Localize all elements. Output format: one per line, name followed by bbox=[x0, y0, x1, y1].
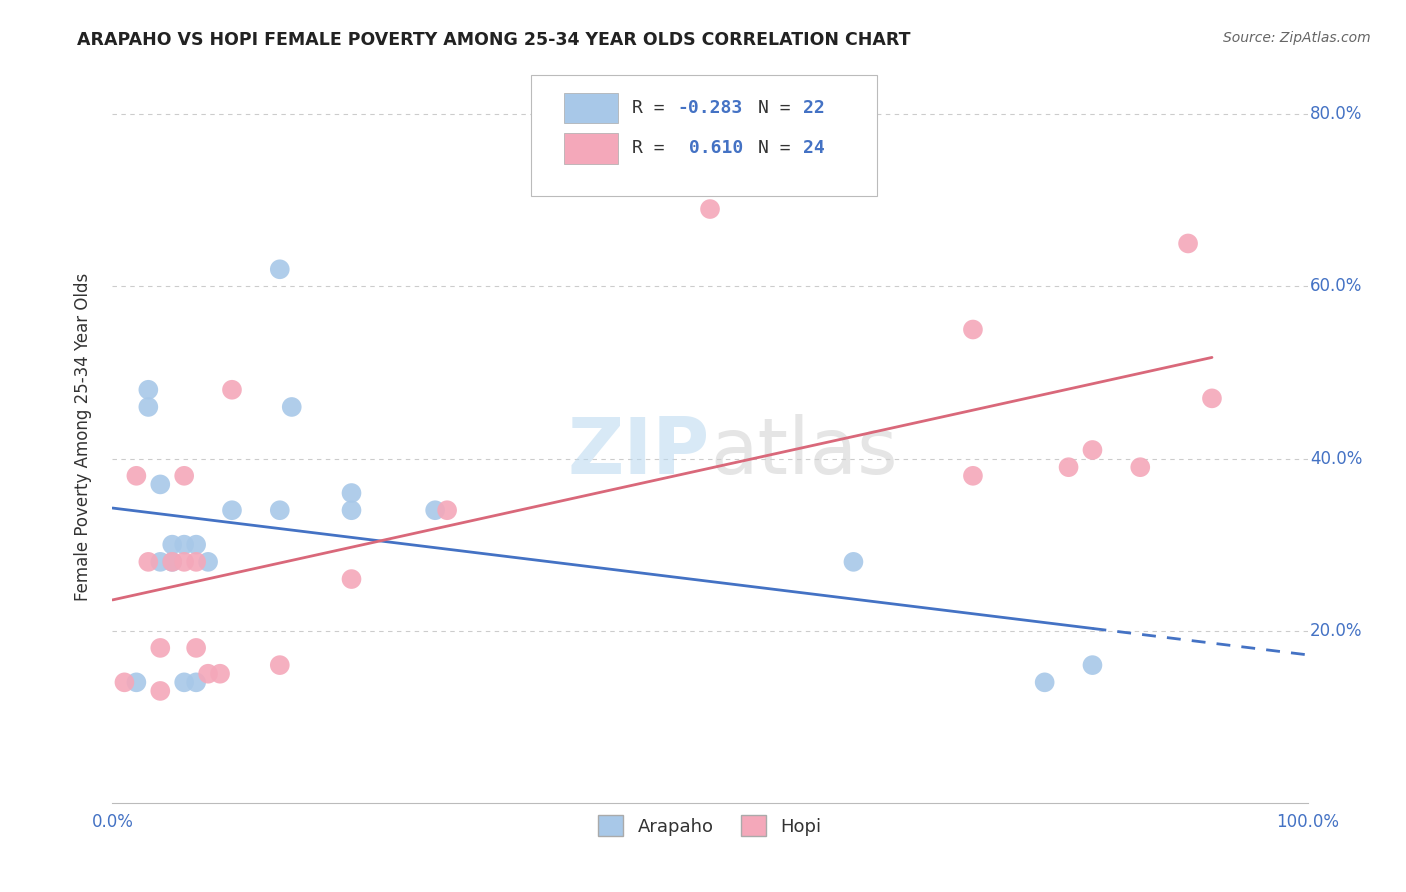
Point bbox=[173, 538, 195, 552]
Point bbox=[138, 400, 160, 414]
Point bbox=[842, 555, 865, 569]
Text: 40.0%: 40.0% bbox=[1310, 450, 1362, 467]
Point bbox=[186, 555, 208, 569]
Text: atlas: atlas bbox=[710, 414, 897, 490]
Point bbox=[962, 468, 984, 483]
Text: ZIP: ZIP bbox=[568, 414, 710, 490]
Point bbox=[149, 640, 172, 655]
Point bbox=[114, 675, 135, 690]
Point bbox=[162, 555, 183, 569]
Point bbox=[269, 262, 291, 277]
Point bbox=[1081, 658, 1104, 673]
Point bbox=[149, 555, 172, 569]
FancyBboxPatch shape bbox=[564, 93, 619, 123]
Y-axis label: Female Poverty Among 25-34 Year Olds: Female Poverty Among 25-34 Year Olds bbox=[73, 273, 91, 601]
Point bbox=[1033, 675, 1056, 690]
Point bbox=[209, 666, 232, 681]
Text: -0.283: -0.283 bbox=[678, 99, 742, 117]
Point bbox=[162, 555, 183, 569]
Legend: Arapaho, Hopi: Arapaho, Hopi bbox=[589, 806, 831, 845]
Point bbox=[186, 675, 208, 690]
Point bbox=[269, 658, 291, 673]
Text: N =: N = bbox=[758, 99, 801, 117]
Text: N =: N = bbox=[758, 139, 801, 157]
Text: ARAPAHO VS HOPI FEMALE POVERTY AMONG 25-34 YEAR OLDS CORRELATION CHART: ARAPAHO VS HOPI FEMALE POVERTY AMONG 25-… bbox=[77, 31, 911, 49]
FancyBboxPatch shape bbox=[531, 75, 877, 195]
Point bbox=[125, 675, 148, 690]
Text: Source: ZipAtlas.com: Source: ZipAtlas.com bbox=[1223, 31, 1371, 45]
Text: 60.0%: 60.0% bbox=[1310, 277, 1362, 295]
Point bbox=[1081, 442, 1104, 457]
Text: 20.0%: 20.0% bbox=[1310, 622, 1362, 640]
Text: 0.610: 0.610 bbox=[678, 139, 742, 157]
Point bbox=[125, 468, 148, 483]
Point bbox=[1177, 236, 1199, 251]
Point bbox=[173, 468, 195, 483]
Point bbox=[149, 477, 172, 491]
Point bbox=[425, 503, 447, 517]
Text: 24: 24 bbox=[803, 139, 825, 157]
Point bbox=[340, 486, 363, 500]
Point bbox=[162, 538, 183, 552]
Point bbox=[1201, 392, 1223, 406]
Point bbox=[340, 503, 363, 517]
Point bbox=[281, 400, 304, 414]
Text: R =: R = bbox=[633, 139, 676, 157]
Point bbox=[186, 538, 208, 552]
Point bbox=[186, 640, 208, 655]
Point bbox=[699, 202, 721, 216]
Point bbox=[138, 555, 160, 569]
Text: R =: R = bbox=[633, 99, 676, 117]
Text: 80.0%: 80.0% bbox=[1310, 105, 1362, 123]
Text: 22: 22 bbox=[803, 99, 825, 117]
Point bbox=[1129, 460, 1152, 475]
Point bbox=[1057, 460, 1080, 475]
Point bbox=[221, 383, 243, 397]
FancyBboxPatch shape bbox=[564, 133, 619, 163]
Point bbox=[173, 555, 195, 569]
Point bbox=[197, 666, 219, 681]
Point bbox=[269, 503, 291, 517]
Point bbox=[138, 383, 160, 397]
Point bbox=[149, 684, 172, 698]
Point bbox=[173, 675, 195, 690]
Point bbox=[221, 503, 243, 517]
Point bbox=[962, 322, 984, 336]
Point bbox=[197, 555, 219, 569]
Point bbox=[436, 503, 458, 517]
Point bbox=[340, 572, 363, 586]
